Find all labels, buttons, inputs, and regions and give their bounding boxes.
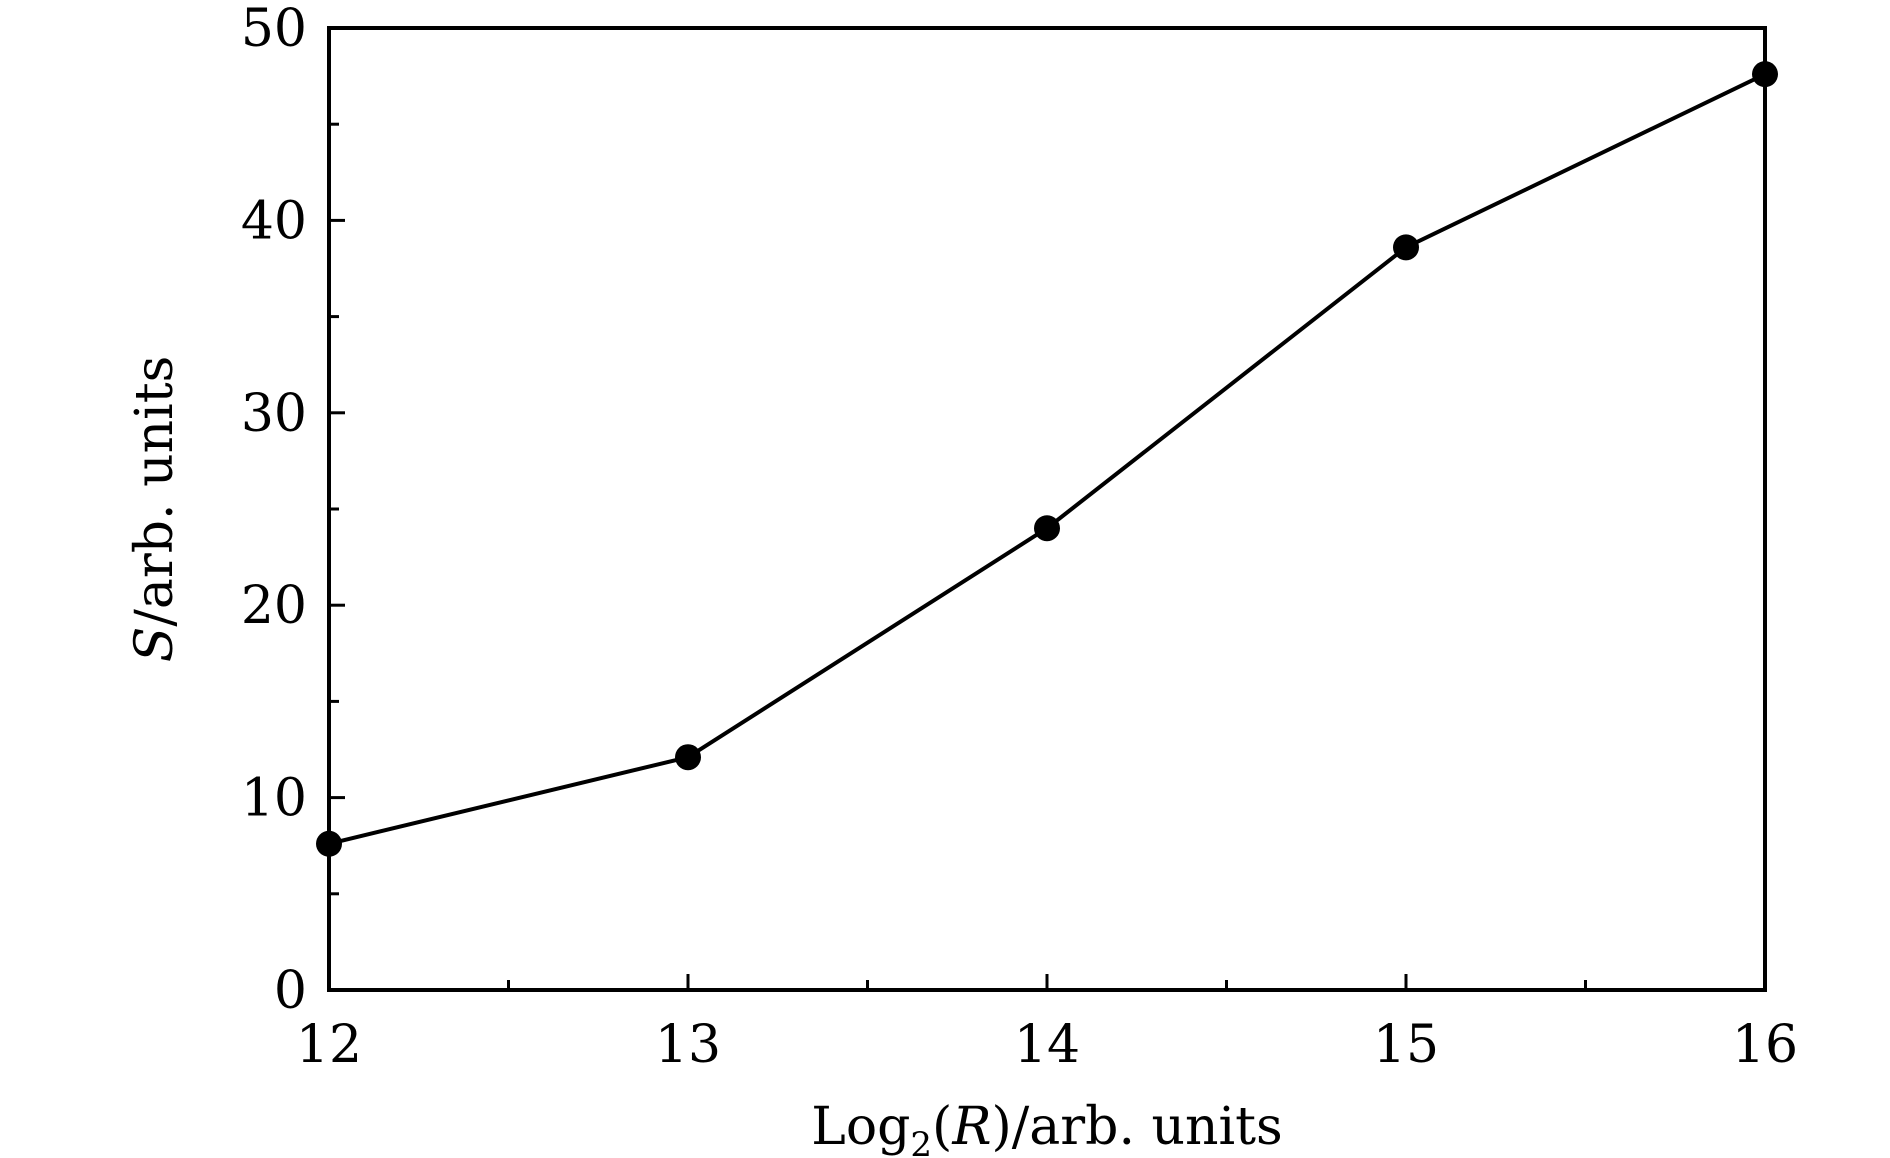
y-axis-label: S/arb. units xyxy=(125,356,185,663)
plot-area xyxy=(316,61,1778,857)
tick-labels: 12 13 14 15 16 0 10 20 30 40 50 xyxy=(241,0,1798,1075)
y-tick-label: 10 xyxy=(241,769,307,829)
x-tick-label: 13 xyxy=(655,1015,721,1075)
ticks xyxy=(327,26,1767,992)
data-point xyxy=(1034,515,1060,542)
x-axis-label: Log2(R)/arb. units xyxy=(811,1097,1282,1158)
series-line xyxy=(328,72,1766,846)
data-point xyxy=(675,744,701,771)
x-tick-label: 12 xyxy=(296,1015,362,1075)
x-tick-label: 16 xyxy=(1732,1015,1798,1075)
y-tick-label: 0 xyxy=(274,961,307,1021)
plot-frame xyxy=(327,26,1767,992)
y-tick-label: 40 xyxy=(241,191,307,251)
y-tick-label: 30 xyxy=(241,384,307,444)
y-tick-label: 50 xyxy=(241,0,307,59)
y-tick-label: 20 xyxy=(241,576,307,636)
x-tick-label: 15 xyxy=(1373,1015,1439,1075)
data-point xyxy=(1393,234,1419,261)
x-tick-label: 14 xyxy=(1014,1015,1080,1075)
